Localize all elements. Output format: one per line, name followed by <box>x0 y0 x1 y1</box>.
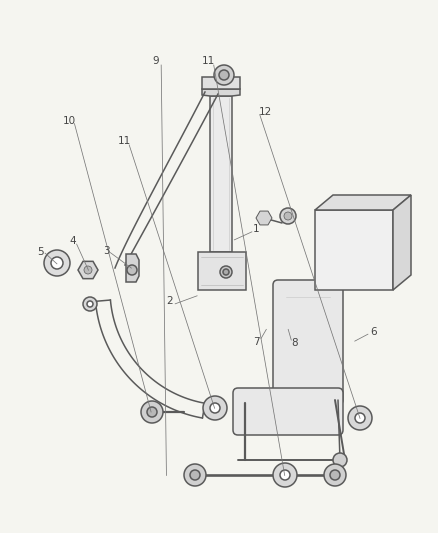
Circle shape <box>147 407 157 417</box>
Polygon shape <box>202 77 240 89</box>
Text: 6: 6 <box>370 327 377 336</box>
Circle shape <box>280 208 296 224</box>
Circle shape <box>87 301 93 307</box>
FancyBboxPatch shape <box>233 388 343 435</box>
Circle shape <box>127 265 137 275</box>
Text: 3: 3 <box>102 246 110 255</box>
Circle shape <box>84 266 92 274</box>
Text: 12: 12 <box>258 107 272 117</box>
Circle shape <box>280 470 290 480</box>
Text: 10: 10 <box>63 116 76 126</box>
Polygon shape <box>315 195 411 210</box>
Circle shape <box>223 269 229 275</box>
Circle shape <box>51 257 63 269</box>
Circle shape <box>355 413 365 423</box>
Circle shape <box>190 470 200 480</box>
Circle shape <box>333 453 347 467</box>
Text: 7: 7 <box>253 337 260 347</box>
Circle shape <box>273 463 297 487</box>
Circle shape <box>44 250 70 276</box>
Circle shape <box>214 65 234 85</box>
Text: 11: 11 <box>202 56 215 66</box>
Polygon shape <box>210 96 232 252</box>
Text: 9: 9 <box>152 56 159 66</box>
Text: 11: 11 <box>117 136 131 146</box>
Circle shape <box>330 470 340 480</box>
Circle shape <box>219 70 229 80</box>
Circle shape <box>141 401 163 423</box>
Text: 8: 8 <box>291 338 298 348</box>
Circle shape <box>203 396 227 420</box>
Polygon shape <box>315 210 393 290</box>
Circle shape <box>348 406 372 430</box>
Circle shape <box>210 403 220 413</box>
Polygon shape <box>126 254 139 282</box>
Text: 1: 1 <box>253 224 260 234</box>
Text: 5: 5 <box>37 247 44 256</box>
Text: 2: 2 <box>166 296 173 306</box>
Circle shape <box>83 297 97 311</box>
Text: 4: 4 <box>69 237 76 246</box>
FancyBboxPatch shape <box>273 280 343 405</box>
Circle shape <box>284 212 292 220</box>
Circle shape <box>220 266 232 278</box>
Circle shape <box>184 464 206 486</box>
Polygon shape <box>202 89 240 96</box>
Polygon shape <box>198 252 246 290</box>
Circle shape <box>324 464 346 486</box>
Polygon shape <box>393 195 411 290</box>
